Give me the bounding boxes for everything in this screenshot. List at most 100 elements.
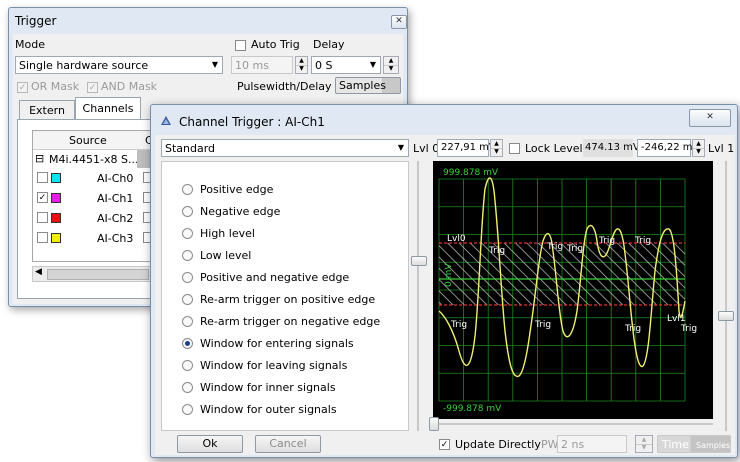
auto-trig-checkbox[interactable] — [235, 40, 246, 51]
trigger-mode-radio[interactable] — [182, 250, 193, 261]
trigger-mode-radio[interactable] — [182, 404, 193, 415]
trigger-mode-label: Negative edge — [200, 205, 281, 218]
pulsewidth-unit-toggle[interactable]: Samples — [335, 77, 401, 94]
signal-trace — [438, 177, 686, 378]
scroll-left-icon[interactable]: ◀ — [35, 267, 42, 277]
device-row[interactable]: ⊟ M4i.4451-x8 S... — [33, 150, 157, 168]
table-header: Source C — [33, 131, 157, 150]
collapse-icon[interactable]: ⊟ — [35, 152, 45, 165]
cancel-button[interactable]: Cancel — [255, 435, 321, 453]
trig-marker: Trig — [534, 320, 551, 330]
spin-down-icon[interactable]: ▼ — [388, 65, 394, 72]
source-header: Source — [69, 134, 107, 147]
auto-trig-spinner[interactable]: ▲ ▼ — [295, 56, 308, 74]
channel-trigger-window: Channel Trigger : AI-Ch1 ✕ Standard ▼ Lv… — [150, 104, 738, 458]
lvl1-label: Lvl 1 — [708, 142, 735, 155]
trig-marker: Trig — [488, 246, 505, 256]
lvl1-field[interactable]: -246,22 mV — [637, 139, 699, 157]
pw-field[interactable]: 2 ns — [557, 435, 627, 453]
delay-field[interactable]: 0 S ▼ — [311, 56, 381, 74]
channel-name: AI-Ch2 — [97, 212, 134, 225]
trig-marker: Trig — [680, 324, 697, 334]
ok-button[interactable]: Ok — [177, 435, 243, 453]
channel-row[interactable]: ✓ AI-Ch1 — [33, 189, 157, 207]
delay-value: 0 S — [315, 59, 333, 72]
close-icon[interactable]: ✕ — [391, 15, 407, 29]
spin-down-icon[interactable]: ▼ — [299, 65, 304, 72]
tab-channels[interactable]: Channels — [75, 97, 141, 120]
lvl0-spinner[interactable]: ▲ ▼ — [490, 139, 503, 157]
standard-mode-select[interactable]: Standard ▼ — [161, 139, 409, 157]
lock-levels-value: 474.13 mV — [583, 139, 640, 157]
spin-down-icon[interactable]: ▼ — [696, 148, 701, 155]
lvl1-value: -246,22 mV — [641, 142, 700, 153]
auto-trig-value-field[interactable]: 10 ms — [231, 56, 293, 74]
lvl0-field[interactable]: 227,91 mV — [437, 139, 496, 157]
trigger-mode-radio[interactable] — [182, 228, 193, 239]
lvl1-slider-track[interactable] — [725, 161, 727, 431]
chevron-down-icon: ▼ — [397, 143, 404, 152]
spin-down-icon[interactable]: ▼ — [641, 444, 647, 451]
tab-extern[interactable]: Extern — [19, 100, 75, 120]
pulsewidth-label: Pulsewidth/Delay in — [237, 80, 346, 93]
channel-row[interactable]: AI-Ch0 — [33, 169, 157, 187]
channel-checkbox[interactable]: ✓ — [37, 192, 48, 203]
trigger-mode-radio[interactable] — [182, 184, 193, 195]
and-mask-checkbox[interactable]: ✓ — [87, 82, 98, 93]
channel-name: AI-Ch0 — [97, 172, 134, 185]
channel-checkbox[interactable] — [37, 212, 48, 223]
lvl0-value: 227,91 mV — [441, 142, 496, 153]
trigger-mode-radio[interactable] — [182, 294, 193, 305]
spin-up-icon[interactable]: ▲ — [384, 57, 398, 66]
spin-up-icon[interactable]: ▲ — [636, 436, 652, 445]
plot-top-label: 999.878 mV — [443, 168, 499, 178]
lvl0-slider-thumb[interactable] — [411, 256, 427, 266]
trig-marker: Trig — [624, 324, 641, 334]
spin-up-icon[interactable]: ▲ — [491, 140, 502, 149]
spin-up-icon[interactable]: ▲ — [693, 140, 704, 149]
pw-spinner[interactable]: ▲ ▼ — [635, 435, 653, 453]
chevron-down-icon: ▼ — [211, 60, 218, 69]
table-scrollbar[interactable]: ◀ — [32, 266, 158, 282]
trigger-mode-list: Positive edge Negative edge High level Low … — [161, 161, 409, 431]
close-icon[interactable]: ✕ — [689, 109, 731, 127]
trigger-mode-label: Window for outer signals — [200, 403, 337, 416]
trigger-mode-radio[interactable] — [182, 316, 193, 327]
delay-spinner[interactable]: ▲ ▼ — [383, 56, 399, 74]
channel-name: AI-Ch3 — [97, 232, 134, 245]
or-mask-label: OR Mask — [31, 80, 80, 93]
time-slider-thumb[interactable] — [429, 417, 439, 431]
standard-mode-value: Standard — [165, 142, 216, 155]
mode-select[interactable]: Single hardware source ▼ — [15, 56, 223, 74]
lvl1-spinner[interactable]: ▲ ▼ — [692, 139, 705, 157]
spin-down-icon[interactable]: ▼ — [494, 148, 499, 155]
lvl1-slider-thumb[interactable] — [718, 311, 734, 321]
trigger-mode-radio[interactable] — [182, 360, 193, 371]
trigger-mode-radio[interactable] — [182, 272, 193, 283]
trigger-mode-label: Re-arm trigger on positive edge — [200, 293, 376, 306]
trigger-mode-label: Window for inner signals — [200, 381, 336, 394]
scrollbar-thumb[interactable] — [47, 269, 149, 280]
trigger-mode-radio[interactable] — [182, 206, 193, 217]
channel-color-swatch — [51, 193, 61, 203]
channel-checkbox[interactable] — [37, 172, 48, 183]
lvl0-slider-track[interactable] — [417, 161, 419, 431]
channel-row[interactable]: AI-Ch2 — [33, 209, 157, 227]
time-slider-track[interactable] — [433, 423, 713, 425]
channel-trigger-panel: Standard ▼ Lvl 0 227,91 mV ▲ ▼ Lock Level… — [155, 135, 735, 455]
spin-up-icon[interactable]: ▲ — [296, 57, 307, 66]
chevron-down-icon: ▼ — [369, 60, 376, 69]
time-samples-toggle[interactable]: Time Samples — [657, 435, 731, 453]
trigger-mode-label: Positive and negative edge — [200, 271, 350, 284]
auto-trig-value: 10 ms — [235, 59, 269, 72]
channel-color-swatch — [51, 213, 61, 223]
or-mask-checkbox[interactable]: ✓ — [17, 82, 28, 93]
lock-levels-checkbox[interactable] — [509, 143, 520, 154]
channel-row[interactable]: AI-Ch3 — [33, 229, 157, 247]
channel-checkbox[interactable] — [37, 232, 48, 243]
trigger-mode-radio[interactable] — [182, 338, 193, 349]
channel-source-table: Source C ⊟ M4i.4451-x8 S... AI-Ch0 ✓ AI-Ch… — [32, 130, 158, 262]
trigger-mode-radio[interactable] — [182, 382, 193, 393]
update-directly-checkbox[interactable]: ✓ — [439, 439, 450, 450]
trigger-mode-label: Positive edge — [200, 183, 274, 196]
